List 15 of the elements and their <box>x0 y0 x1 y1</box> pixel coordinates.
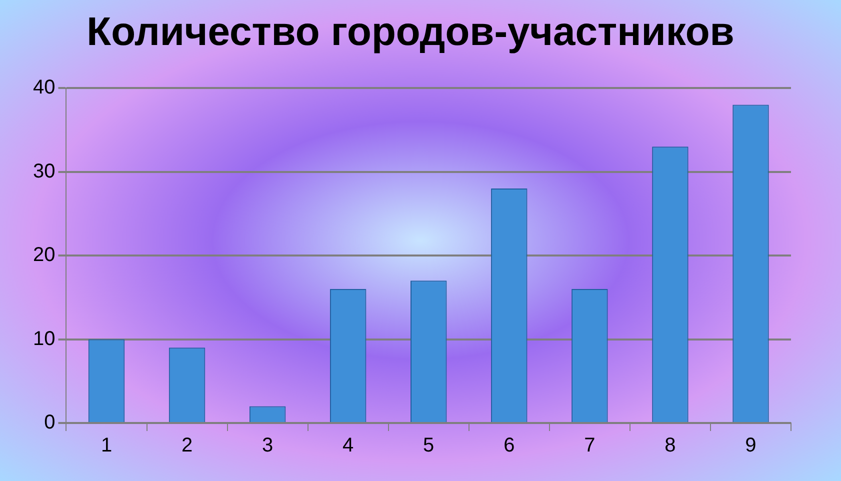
chart-title: Количество городов-участников <box>86 10 734 54</box>
x-tick-label: 7 <box>584 434 596 457</box>
y-tick-label: 30 <box>32 160 56 182</box>
x-tick-label: 9 <box>745 434 756 457</box>
x-tick-label: 6 <box>504 434 515 457</box>
y-tick-label: 40 <box>32 76 56 99</box>
y-tick-label: 10 <box>32 328 56 350</box>
x-tick-label: 3 <box>262 434 274 457</box>
x-tick-label: 4 <box>342 434 354 457</box>
x-tick-label: 8 <box>664 434 676 457</box>
x-tick-label: 1 <box>100 434 112 457</box>
x-tick-label: 2 <box>181 434 193 457</box>
y-tick-label: 20 <box>32 244 56 266</box>
x-tick-label: 5 <box>423 434 434 457</box>
y-tick-label: 0 <box>44 412 56 434</box>
